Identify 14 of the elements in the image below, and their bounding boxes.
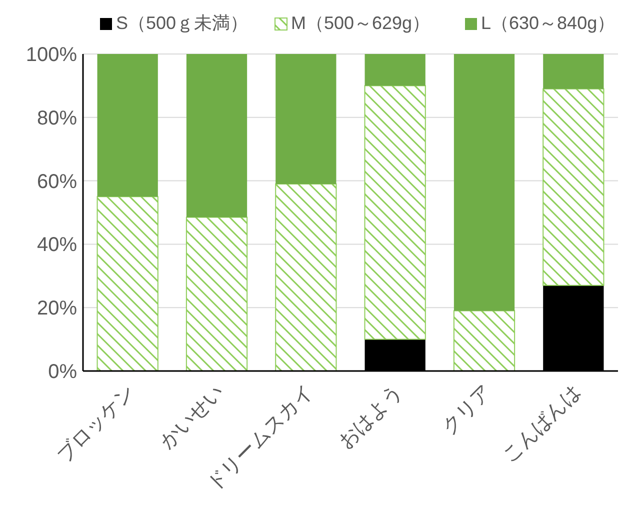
- y-tick-label: 60%: [36, 170, 78, 193]
- legend-label: M（500～629g）: [291, 13, 430, 33]
- y-tick-label: 0%: [48, 361, 78, 383]
- y-tick-label: 40%: [36, 234, 78, 256]
- x-tick-label: かいせい: [156, 380, 228, 454]
- x-tick-label: こんばんは: [498, 380, 585, 468]
- legend-label: S（500ｇ未満）: [116, 13, 248, 33]
- x-tick-label: おはよう: [334, 380, 407, 454]
- y-tick-label: 80%: [36, 107, 78, 130]
- x-tick-label: ブロッケン: [52, 380, 140, 468]
- y-tick-label: 20%: [36, 298, 78, 320]
- x-tick-label: クリア: [438, 380, 496, 439]
- legend-label: L（630～840g）: [481, 13, 616, 33]
- y-tick-label: 100%: [26, 44, 78, 66]
